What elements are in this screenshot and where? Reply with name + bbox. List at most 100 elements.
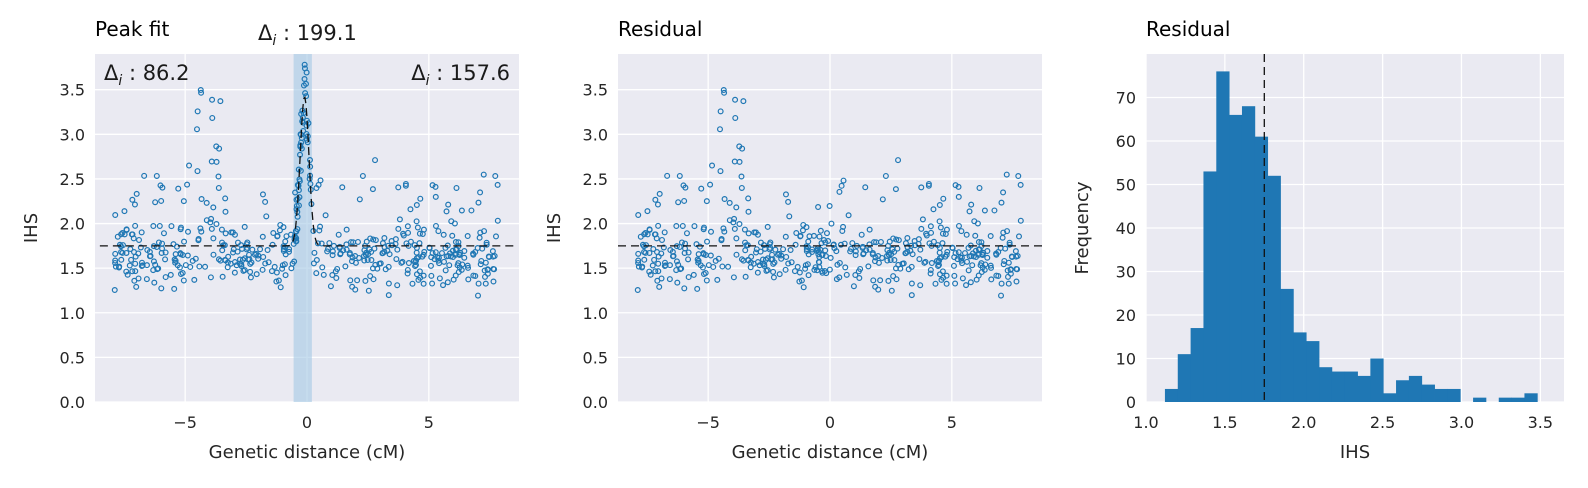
scatter-point bbox=[683, 230, 690, 237]
scatter-point bbox=[981, 207, 988, 214]
scatter-point bbox=[860, 251, 867, 258]
scatter-point bbox=[738, 256, 745, 263]
scatter-point bbox=[475, 199, 482, 206]
scatter-point bbox=[143, 276, 150, 283]
scatter-point bbox=[490, 278, 497, 285]
scatter-point bbox=[741, 226, 748, 233]
scatter-point bbox=[721, 89, 728, 96]
scatter-point bbox=[273, 269, 280, 276]
scatter-point bbox=[834, 261, 841, 268]
scatter-point bbox=[977, 262, 984, 269]
scatter-point bbox=[871, 258, 878, 265]
scatter-point bbox=[253, 271, 260, 278]
residual-histogram-panel: 1.0 1.5 2.0 2.5 3.0 3.5 0 10 20 30 40 50 60 70 Residu… bbox=[1072, 17, 1564, 463]
scatter-point bbox=[330, 242, 337, 249]
scatter-point bbox=[952, 250, 959, 257]
scatter-point bbox=[951, 272, 958, 279]
scatter-point bbox=[129, 196, 136, 203]
residual-scatter-grid bbox=[618, 54, 1042, 403]
scatter-point bbox=[681, 285, 688, 292]
scatter-point bbox=[153, 243, 160, 250]
histogram-bar bbox=[1421, 384, 1435, 402]
scatter-point bbox=[661, 259, 668, 266]
scatter-point bbox=[855, 268, 862, 275]
scatter-point bbox=[362, 277, 369, 284]
scatter-point bbox=[483, 239, 490, 246]
scatter-point bbox=[434, 254, 441, 261]
scatter-point bbox=[966, 253, 973, 260]
y-tick-label: 30 bbox=[1116, 263, 1136, 282]
scatter-point bbox=[475, 280, 482, 287]
scatter-point bbox=[475, 292, 482, 299]
scatter-point bbox=[155, 239, 162, 246]
scatter-point bbox=[313, 257, 320, 264]
scatter-point bbox=[655, 260, 662, 267]
scatter-point bbox=[485, 253, 492, 260]
scatter-point bbox=[761, 262, 768, 269]
histogram-bar bbox=[1190, 328, 1204, 402]
scatter-point bbox=[259, 191, 266, 198]
scatter-point bbox=[159, 184, 166, 191]
scatter-point bbox=[112, 263, 119, 270]
scatter-point bbox=[1014, 252, 1021, 259]
scatter-point bbox=[764, 255, 771, 262]
scatter-point bbox=[840, 223, 847, 230]
y-tick-label: 2.5 bbox=[583, 170, 608, 189]
scatter-point bbox=[927, 223, 934, 230]
scatter-point bbox=[785, 198, 792, 205]
x-tick-label: 3.5 bbox=[1528, 413, 1553, 432]
y-tick-label: 1.0 bbox=[60, 304, 85, 323]
scatter-point bbox=[327, 283, 334, 290]
scatter-point bbox=[786, 213, 793, 220]
scatter-point bbox=[132, 222, 139, 229]
scatter-point bbox=[124, 271, 131, 278]
scatter-point bbox=[955, 249, 962, 256]
scatter-point bbox=[681, 197, 688, 204]
scatter-point bbox=[409, 280, 416, 287]
scatter-point bbox=[150, 267, 157, 274]
scatter-point bbox=[454, 262, 461, 269]
scatter-point bbox=[368, 257, 375, 264]
scatter-point bbox=[961, 250, 968, 257]
scatter-point bbox=[215, 256, 222, 263]
scatter-point bbox=[893, 276, 900, 283]
scatter-point bbox=[289, 260, 296, 267]
scatter-point bbox=[197, 225, 204, 232]
scatter-point bbox=[975, 272, 982, 279]
scatter-point bbox=[815, 203, 822, 210]
scatter-point bbox=[216, 145, 223, 152]
scatter-point bbox=[916, 256, 923, 263]
scatter-point bbox=[280, 248, 287, 255]
scatter-point bbox=[965, 244, 972, 251]
scatter-point bbox=[187, 263, 194, 270]
scatter-point bbox=[959, 275, 966, 282]
scatter-point bbox=[123, 249, 130, 256]
scatter-point bbox=[302, 90, 309, 97]
scatter-point bbox=[381, 235, 388, 242]
scatter-point bbox=[998, 280, 1005, 287]
scatter-point bbox=[866, 226, 873, 233]
scatter-point bbox=[782, 191, 789, 198]
scatter-point bbox=[217, 98, 224, 105]
scatter-point bbox=[118, 248, 125, 255]
scatter-point bbox=[802, 262, 809, 269]
scatter-point bbox=[282, 272, 289, 279]
scatter-point bbox=[227, 260, 234, 267]
scatter-point bbox=[695, 251, 702, 258]
histogram-bar bbox=[1254, 136, 1269, 402]
scatter-point bbox=[927, 270, 934, 277]
scatter-point bbox=[279, 262, 286, 269]
scatter-point bbox=[152, 199, 159, 206]
scatter-point bbox=[313, 185, 320, 192]
y-tick-label: 2.0 bbox=[60, 215, 85, 234]
scatter-point bbox=[394, 246, 401, 253]
scatter-point bbox=[432, 183, 439, 190]
scatter-point bbox=[908, 263, 915, 270]
scatter-point bbox=[917, 246, 924, 253]
scatter-point bbox=[269, 241, 276, 248]
scatter-point bbox=[372, 157, 379, 164]
scatter-point bbox=[998, 292, 1005, 299]
scatter-point bbox=[231, 269, 238, 276]
scatter-point bbox=[719, 263, 726, 270]
scatter-point bbox=[270, 230, 277, 237]
